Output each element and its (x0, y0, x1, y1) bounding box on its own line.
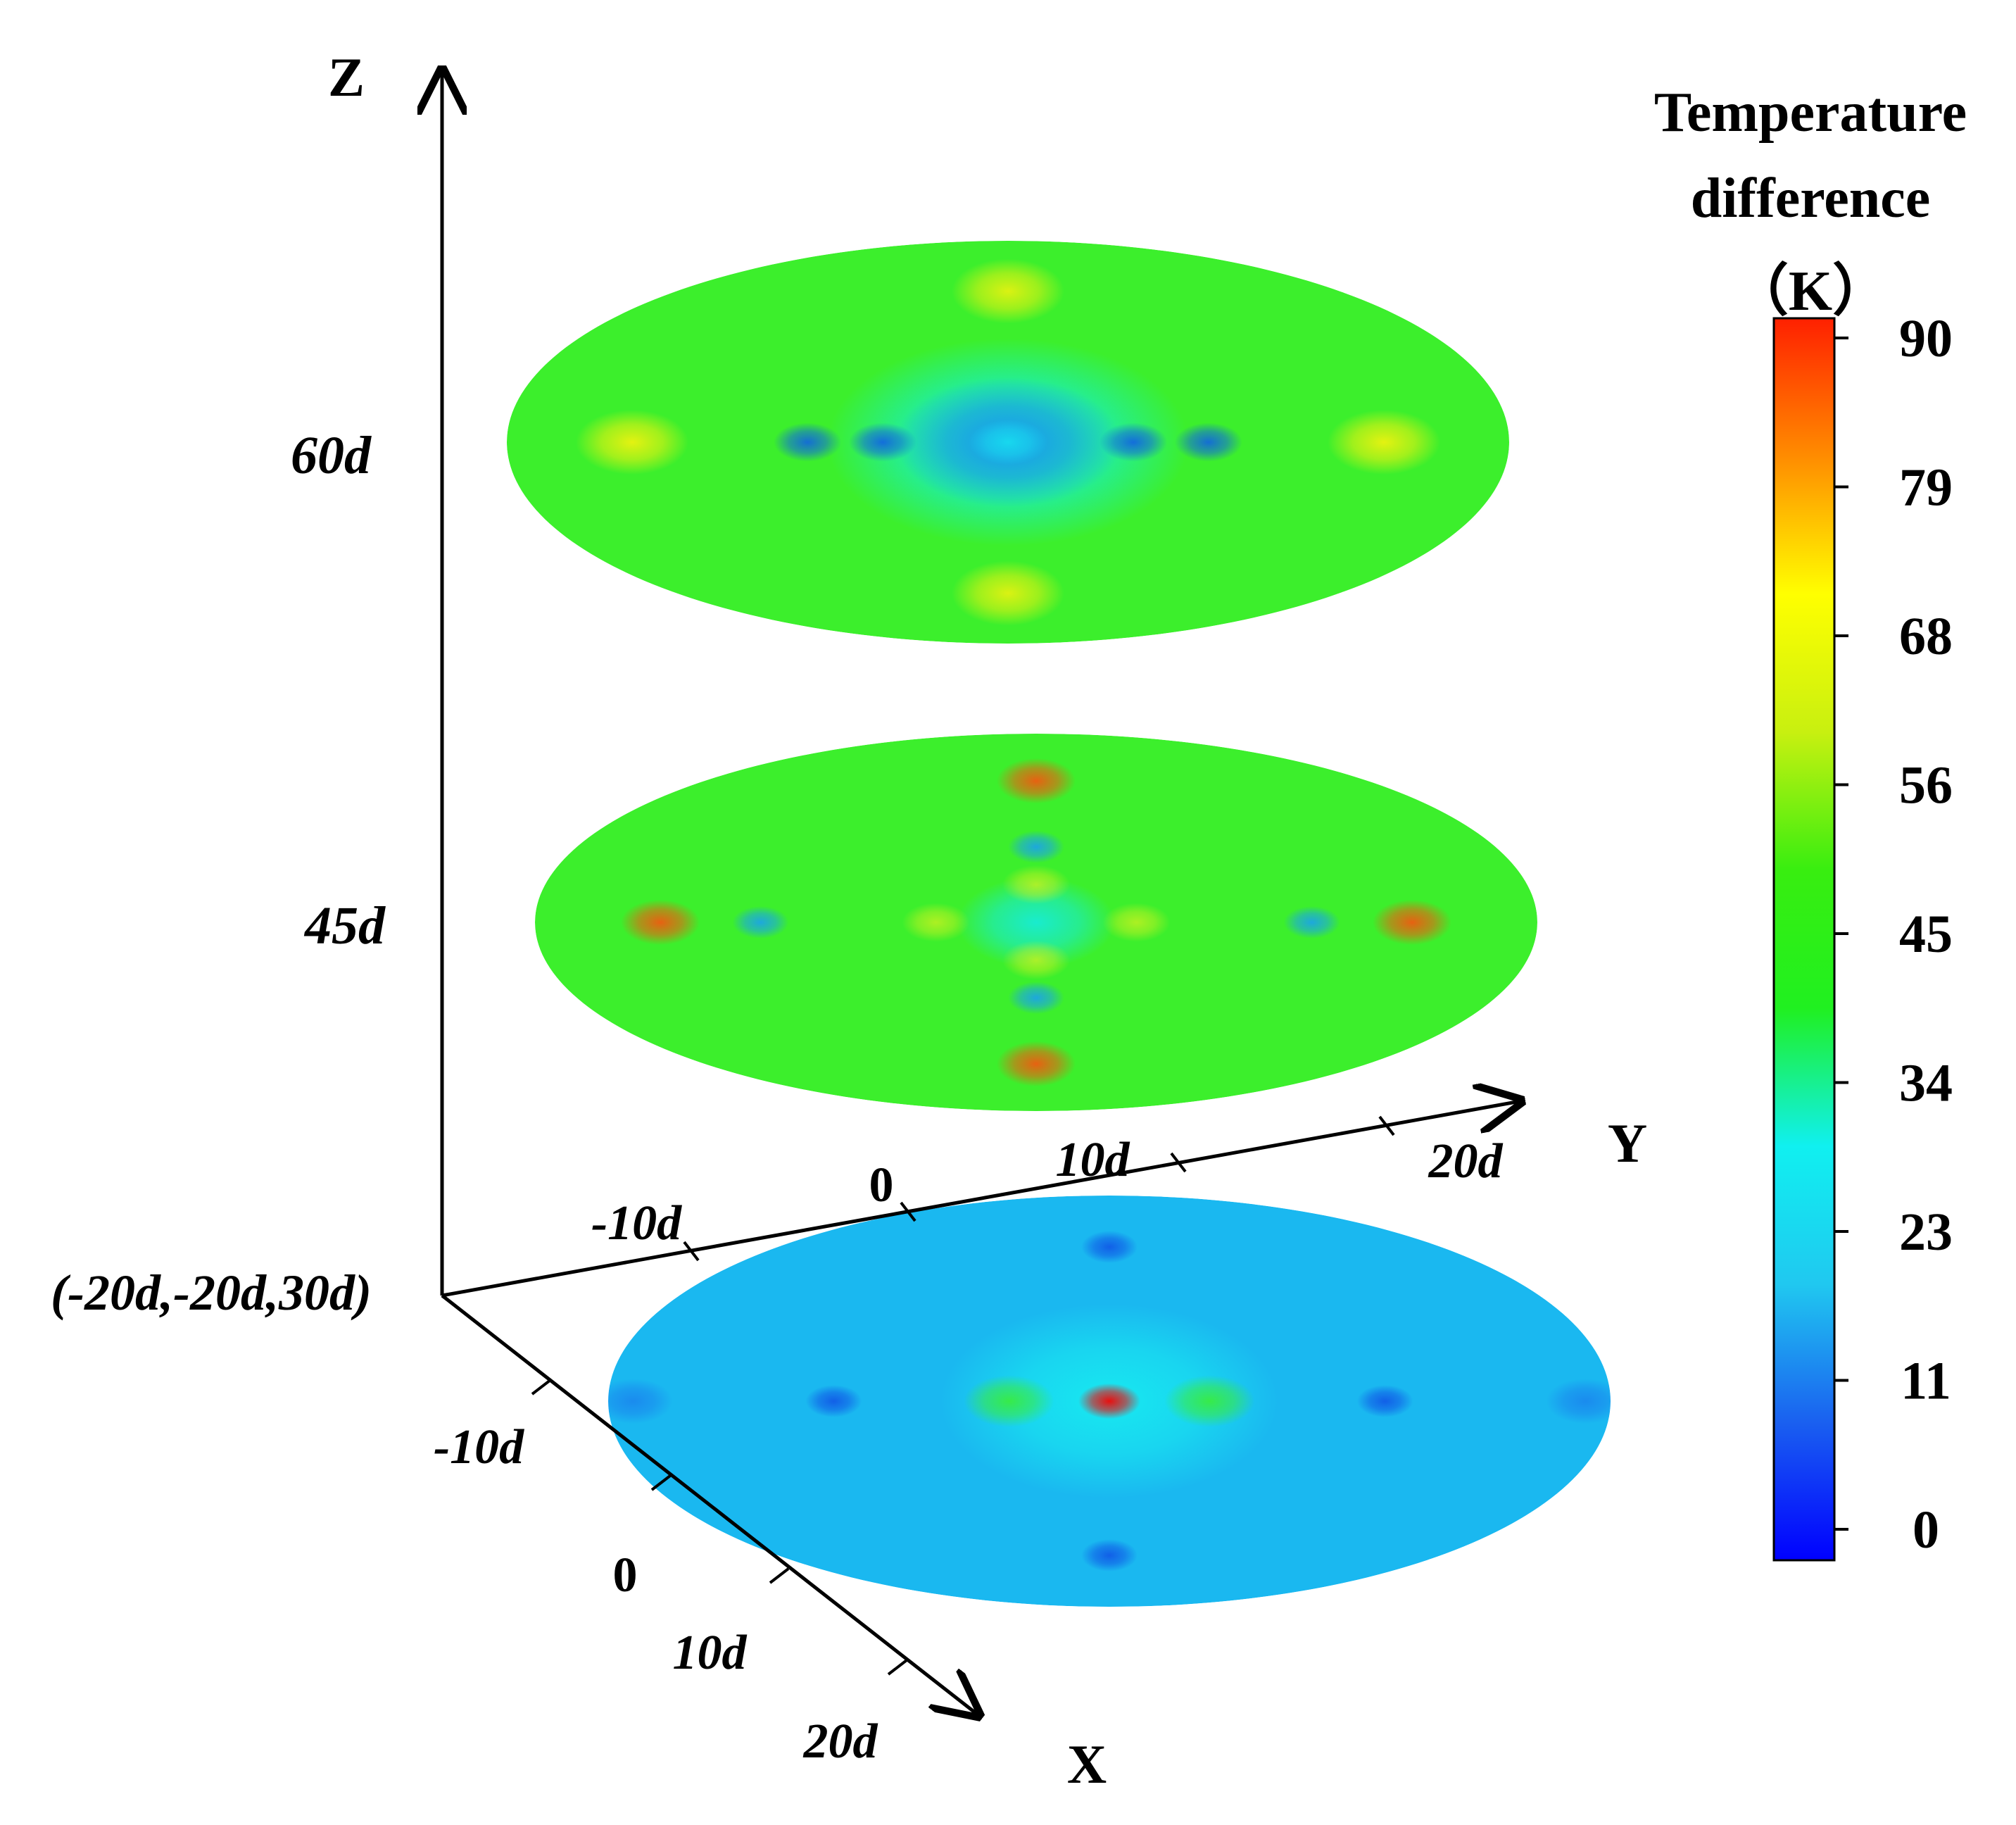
temperature-spot (1283, 906, 1340, 939)
temperature-spot (608, 1378, 673, 1424)
y-tick-label: 10d (1056, 1133, 1130, 1187)
y-tick-label: -10d (591, 1196, 682, 1250)
slices-layer (507, 241, 1611, 1607)
temperature-spot (957, 877, 1115, 968)
y-tick-label: 20d (1428, 1134, 1504, 1189)
temperature-spot (1081, 1231, 1138, 1263)
colorbar-tick-label: 79 (1899, 458, 1953, 518)
temperature-slice-60d (507, 241, 1509, 644)
temperature-spot (1164, 1375, 1255, 1427)
temperature-spot (969, 419, 1047, 465)
colorbar-tick-label: 45 (1899, 905, 1953, 964)
y-tick-mark (1170, 1152, 1187, 1173)
colorbar-tick-label: 11 (1901, 1352, 1951, 1411)
temperature-spot (1081, 1539, 1138, 1572)
temperature-spot (1102, 903, 1171, 942)
temperature-spot (1373, 899, 1451, 946)
x-axis (441, 1294, 978, 1715)
temperature-spot (621, 899, 700, 946)
y-axis (441, 1101, 1520, 1298)
colorbar: Temperature difference （K） 90 79 68 56 45 34 2… (1654, 82, 1967, 1562)
colorbar-title-line-2: difference (1691, 168, 1931, 230)
colorbar-gradient (1772, 317, 1836, 1562)
z-axis-label: Z (328, 46, 365, 108)
temperature-spot (952, 560, 1064, 626)
colorbar-tick-label: 23 (1899, 1203, 1953, 1262)
temperature-spot (997, 1041, 1076, 1087)
temperature-spot (902, 903, 970, 942)
x-tick-label: -10d (434, 1420, 524, 1474)
x-tick-mark (887, 1659, 908, 1676)
x-tick-label: 0 (613, 1548, 638, 1603)
colorbar-tick-label: 56 (1899, 756, 1953, 815)
slice-label-60d: 60d (291, 426, 372, 485)
temperature-spot (952, 258, 1064, 324)
y-tick-mark (683, 1241, 700, 1262)
x-tick-label: 10d (673, 1626, 748, 1680)
axes (442, 70, 1520, 1715)
temperature-spot (805, 1385, 862, 1417)
colorbar-tick-label: 90 (1899, 309, 1953, 368)
colorbar-ticks: 90 79 68 56 45 34 23 11 0 (1834, 309, 1953, 1560)
x-tick-mark (769, 1567, 790, 1584)
temperature-slice-45d (535, 734, 1537, 1111)
temperature-spot (1002, 941, 1070, 980)
y-tick-mark (1378, 1115, 1395, 1136)
y-tick-label: 0 (869, 1158, 894, 1212)
temperature-spot (774, 422, 842, 462)
temperature-spot (1008, 830, 1064, 863)
x-tick-mark (531, 1379, 552, 1396)
temperature-spot (576, 410, 688, 475)
slice-label-45d: 45d (303, 896, 386, 955)
temperature-spot (1002, 865, 1070, 904)
temperature-spot (849, 422, 916, 462)
temperature-spot (997, 758, 1076, 804)
temperature-spot (732, 906, 789, 939)
x-tick-mark (650, 1474, 672, 1491)
y-tick-mark (900, 1201, 916, 1222)
temperature-spot (1546, 1378, 1611, 1424)
temperature-spot (1100, 422, 1167, 462)
temperature-spot (1328, 410, 1440, 475)
colorbar-title-line-3: （K） (1732, 261, 1889, 322)
colorbar-title-line-1: Temperature (1654, 82, 1967, 144)
temperature-spot (964, 1375, 1054, 1427)
colorbar-tick-label: 0 (1913, 1500, 1939, 1560)
colorbar-tick-label: 34 (1899, 1054, 1953, 1113)
temperature-spot (1174, 422, 1242, 462)
temperature-spot (1008, 982, 1064, 1015)
y-axis-label: Y (1608, 1112, 1647, 1174)
x-axis-label: X (1067, 1733, 1107, 1795)
temperature-spot (1356, 1385, 1413, 1417)
temperature-slice-30d (608, 1196, 1611, 1607)
colorbar-tick-label: 68 (1899, 607, 1953, 666)
temperature-spot (1078, 1383, 1140, 1419)
origin-label: (-20d,-20d,30d) (51, 1265, 372, 1321)
x-tick-label: 20d (803, 1714, 878, 1769)
